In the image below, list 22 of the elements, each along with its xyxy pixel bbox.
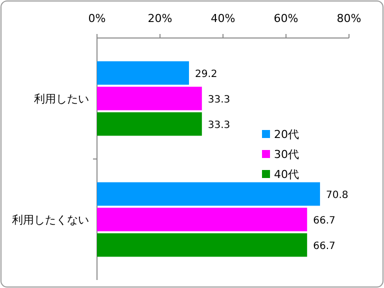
- x-tick-label: 60%: [274, 12, 298, 25]
- data-label: 33.3: [208, 120, 230, 131]
- bar: [97, 182, 320, 206]
- x-tick-label: 0%: [88, 12, 106, 25]
- x-tick-label: 40%: [210, 12, 236, 25]
- y-tick-label: 利用したい: [34, 92, 89, 106]
- x-tick-label: 80%: [336, 12, 362, 25]
- bar: [97, 61, 189, 85]
- legend-label: 40代: [274, 168, 299, 181]
- data-label: 70.8: [326, 190, 348, 201]
- bar: [97, 86, 202, 110]
- data-label: 29.2: [194, 69, 218, 80]
- data-label: 66.7: [313, 241, 336, 252]
- legend-label: 20代: [274, 128, 299, 141]
- bar: [97, 208, 308, 232]
- data-label: 33.3: [208, 94, 230, 106]
- y-tick-label: 利用したくない: [12, 214, 89, 226]
- bar: [97, 112, 202, 136]
- x-tick-label: 20%: [148, 12, 172, 25]
- bar: [97, 233, 308, 257]
- legend-label: 30代: [274, 148, 299, 161]
- data-label: 66.7: [313, 216, 336, 226]
